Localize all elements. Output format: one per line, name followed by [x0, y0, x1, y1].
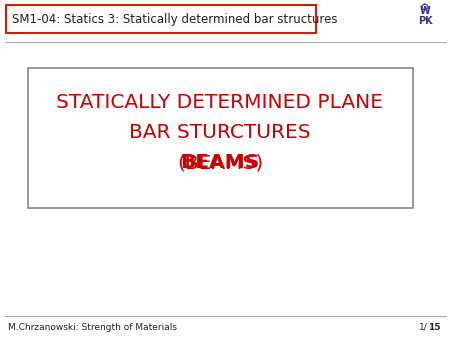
Text: M.Chrzanowski: Strength of Materials: M.Chrzanowski: Strength of Materials	[8, 322, 177, 332]
Text: 15: 15	[428, 322, 441, 332]
Text: 1/: 1/	[419, 322, 428, 332]
Text: SM1-04: Statics 3: Statically determined bar structures: SM1-04: Statics 3: Statically determined…	[12, 13, 337, 25]
Text: (BEAMS): (BEAMS)	[177, 153, 263, 172]
FancyBboxPatch shape	[6, 5, 316, 33]
Text: ⚙: ⚙	[420, 3, 430, 13]
FancyBboxPatch shape	[28, 68, 413, 208]
Text: STATICALLY DETERMINED PLANE: STATICALLY DETERMINED PLANE	[57, 94, 383, 113]
Text: BEAMS: BEAMS	[180, 153, 260, 172]
Text: BAR STURCTURES: BAR STURCTURES	[129, 123, 311, 143]
Text: W
PK: W PK	[418, 6, 432, 26]
